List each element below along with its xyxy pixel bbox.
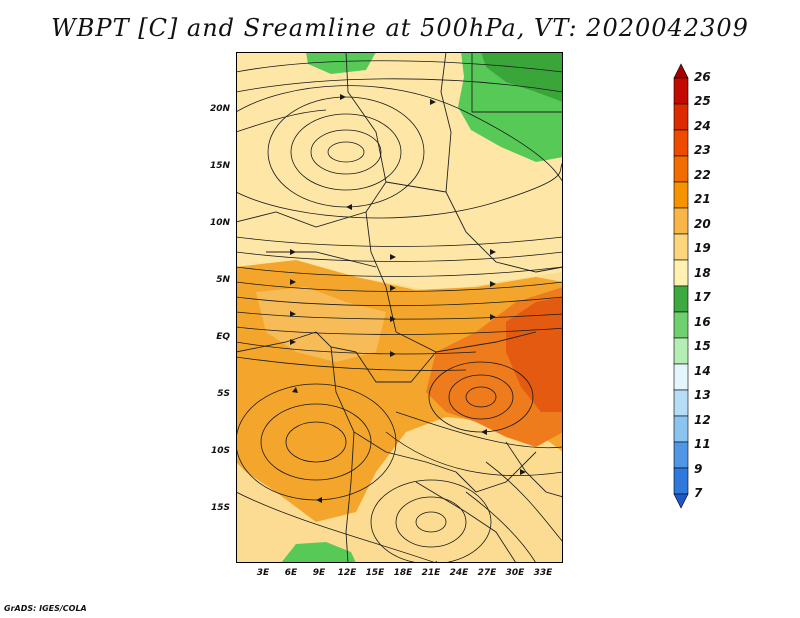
colorbar-label: 16 [694,314,711,329]
cyclone-east [465,386,497,408]
colorbar-label: 23 [694,143,711,158]
colorbar-segment [673,415,689,443]
colorbar-segment [673,207,689,235]
colorbar-label: 12 [694,412,711,427]
colorbar-segment [673,129,689,157]
colorbar-label: 22 [694,167,711,182]
colorbar-top-arrow [673,63,689,79]
colorbar-segment [673,337,689,365]
colorbar-segment [673,77,689,105]
colorbar-segment [673,285,689,313]
lon-label-6e: 6E [284,568,298,578]
colorbar-label: 26 [694,70,711,84]
chart-title: WBPT [C] and Sreamline at 500hPa, VT: 20… [51,14,749,42]
colorbar-label: 19 [694,241,711,256]
anticyclone-south [285,421,347,463]
lon-label-30e: 30E [505,568,525,578]
colorbar-segment [673,467,689,495]
colorbar-bottom-arrow [673,493,689,509]
lat-label-10s: 10S [210,446,230,456]
wbpt-23-24-core [506,297,563,412]
lat-label-5s: 5S [217,389,230,399]
wbpt-17-18-nw [306,52,376,74]
colorbar-label: 20 [694,216,711,231]
grads-credit: GrADS: IGES/COLA [4,604,87,613]
lon-label-9e: 9E [312,568,326,578]
lon-label-18e: 18E [393,568,413,578]
colorbar-segment [673,441,689,469]
colorbar-label: 15 [694,339,711,354]
colorbar-segment [673,311,689,339]
lon-label-24e: 24E [449,568,469,578]
colorbar-label: 9 [694,461,703,476]
colorbar-segment [673,233,689,261]
lon-label-27e: 27E [477,568,497,578]
lat-label-15s: 15S [210,503,230,513]
colorbar-segment [673,389,689,417]
colorbar-label: 17 [694,290,711,305]
colorbar-segment [673,181,689,209]
anticyclone-southeast [415,511,447,533]
lon-label-15e: 15E [365,568,385,578]
lat-label-5n: 5N [216,275,230,285]
wbpt-20-21-patch [256,287,386,362]
lat-label-eq: EQ [216,332,230,342]
colorbar-label: 7 [694,486,703,500]
lon-label-3e: 3E [256,568,270,578]
colorbar-segment [673,155,689,183]
colorbar-label: 11 [694,437,711,452]
lon-label-33e: 33E [533,568,553,578]
colorbar-segment [673,259,689,287]
colorbar-segment [673,363,689,391]
colorbar-label: 21 [694,192,711,207]
lon-label-21e: 21E [421,568,441,578]
colorbar-label: 14 [694,363,711,378]
lat-label-20n: 20N [209,104,230,114]
colorbar-label: 18 [694,265,711,280]
anticyclone-north [310,129,382,175]
colorbar-label: 13 [694,388,711,403]
wbpt-17-18-sw [281,542,356,563]
lat-label-10n: 10N [209,218,230,228]
streamlines [236,60,563,563]
wbpt-16-17-ne [481,52,563,102]
colorbar-label: 24 [694,118,711,133]
lat-label-15n: 15N [209,161,230,171]
stream-arrows [290,94,526,563]
map-panel [236,52,563,563]
colorbar-label: 25 [694,94,711,109]
lon-label-12e: 12E [337,568,357,578]
colorbar-segment [673,103,689,131]
